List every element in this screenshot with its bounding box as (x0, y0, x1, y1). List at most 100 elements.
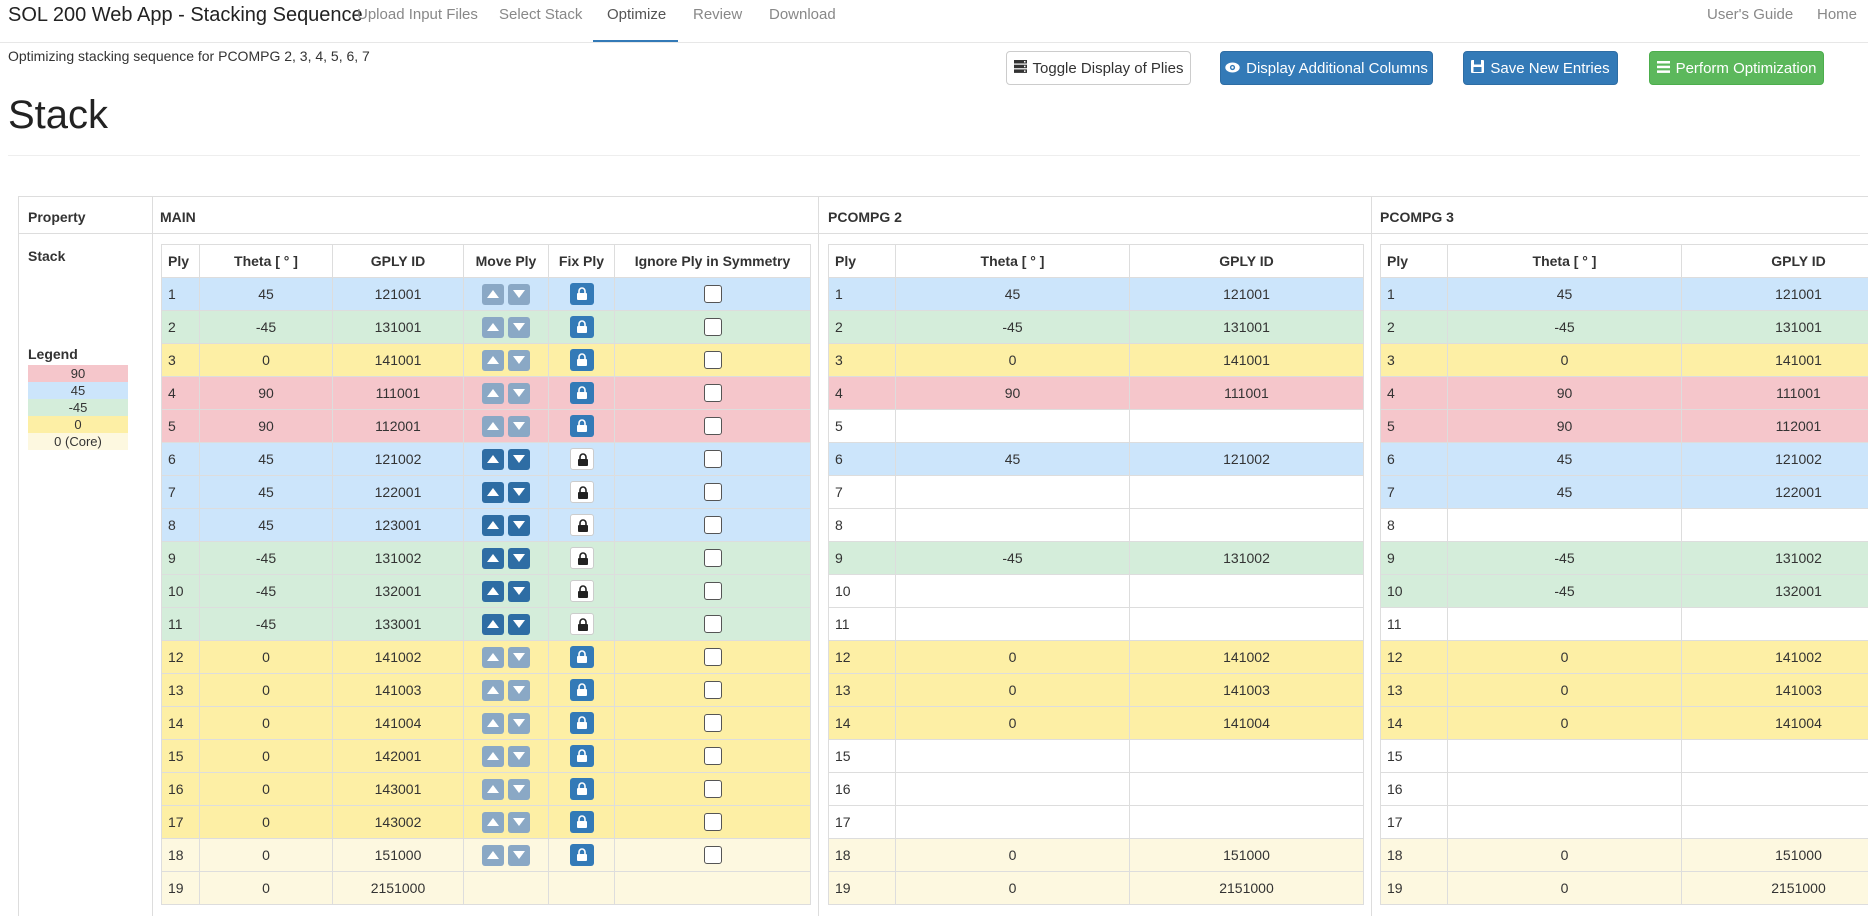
move-down-icon[interactable] (508, 547, 530, 569)
ignore-symmetry-checkbox[interactable] (703, 516, 722, 535)
ignore-symmetry-checkbox[interactable] (703, 450, 722, 469)
gply-id: 121002 (1129, 442, 1364, 476)
lock-icon[interactable] (569, 349, 594, 371)
col-gply-id: GPLY ID (1681, 244, 1868, 278)
display-additional-columns-button[interactable]: Display Additional Columns (1220, 51, 1433, 85)
ignore-symmetry-checkbox[interactable] (703, 813, 722, 832)
move-down-icon[interactable] (508, 448, 530, 470)
move-down-icon[interactable] (508, 811, 530, 833)
move-down-icon[interactable] (508, 415, 530, 437)
ignore-symmetry-checkbox[interactable] (703, 351, 722, 370)
move-down-icon[interactable] (508, 580, 530, 602)
lock-icon[interactable] (569, 448, 594, 470)
move-down-icon[interactable] (508, 679, 530, 701)
move-up-icon[interactable] (482, 679, 504, 701)
move-up-icon[interactable] (482, 448, 504, 470)
ignore-symmetry-checkbox[interactable] (703, 483, 722, 502)
nav-select-stack[interactable]: Select Stack (499, 6, 583, 23)
ignore-symmetry-cell (614, 640, 811, 674)
lock-icon[interactable] (569, 580, 594, 602)
move-down-icon[interactable] (508, 613, 530, 635)
move-up-icon[interactable] (482, 811, 504, 833)
move-up-icon[interactable] (482, 382, 504, 404)
ignore-symmetry-checkbox[interactable] (703, 285, 722, 304)
lock-icon[interactable] (569, 712, 594, 734)
ignore-symmetry-checkbox[interactable] (703, 714, 722, 733)
ply-number: 6 (1380, 442, 1448, 476)
ignore-symmetry-checkbox[interactable] (703, 318, 722, 337)
move-down-icon[interactable] (508, 844, 530, 866)
ignore-symmetry-checkbox[interactable] (703, 384, 722, 403)
ignore-symmetry-checkbox[interactable] (703, 681, 722, 700)
move-down-icon[interactable] (508, 481, 530, 503)
move-up-icon[interactable] (482, 349, 504, 371)
app-brand[interactable]: SOL 200 Web App - Stacking Sequence (8, 4, 363, 26)
fix-ply-cell (548, 541, 615, 575)
move-up-icon[interactable] (482, 580, 504, 602)
move-down-icon[interactable] (508, 283, 530, 305)
nav-review[interactable]: Review (693, 6, 743, 23)
toggle-plies-button[interactable]: Toggle Display of Plies (1006, 51, 1191, 85)
ignore-symmetry-checkbox[interactable] (703, 582, 722, 601)
ply-number: 10 (1380, 574, 1448, 608)
lock-icon[interactable] (569, 547, 594, 569)
lock-icon[interactable] (569, 382, 594, 404)
move-down-icon[interactable] (508, 778, 530, 800)
save-new-entries-button[interactable]: Save New Entries (1463, 51, 1618, 85)
move-up-icon[interactable] (482, 745, 504, 767)
col-fix-ply: Fix Ply (548, 244, 615, 278)
ignore-symmetry-checkbox[interactable] (703, 747, 722, 766)
lock-icon[interactable] (569, 613, 594, 635)
move-ply-cell (463, 805, 549, 839)
ignore-symmetry-checkbox[interactable] (703, 780, 722, 799)
move-up-icon[interactable] (482, 646, 504, 668)
lock-icon[interactable] (569, 316, 594, 338)
move-up-icon[interactable] (482, 613, 504, 635)
lock-icon[interactable] (569, 679, 594, 701)
move-down-icon[interactable] (508, 745, 530, 767)
ignore-symmetry-checkbox[interactable] (703, 549, 722, 568)
ignore-symmetry-checkbox[interactable] (703, 846, 722, 865)
ply-number: 15 (161, 739, 200, 773)
move-down-icon[interactable] (508, 316, 530, 338)
gply-id: 121001 (332, 277, 464, 311)
nav-upload-input-files[interactable]: Upload Input Files (357, 6, 478, 23)
lock-icon[interactable] (569, 778, 594, 800)
move-up-icon[interactable] (482, 844, 504, 866)
lock-icon[interactable] (569, 745, 594, 767)
lock-icon[interactable] (569, 646, 594, 668)
ply-number: 5 (1380, 409, 1448, 443)
nav-optimize[interactable]: Optimize (593, 6, 678, 42)
theta-value: 0 (895, 640, 1130, 674)
lock-icon[interactable] (569, 481, 594, 503)
move-up-icon[interactable] (482, 712, 504, 734)
move-up-icon[interactable] (482, 415, 504, 437)
move-up-icon[interactable] (482, 547, 504, 569)
lock-icon[interactable] (569, 514, 594, 536)
fix-ply-cell (548, 310, 615, 344)
move-up-icon[interactable] (482, 481, 504, 503)
ignore-symmetry-checkbox[interactable] (703, 417, 722, 436)
move-down-icon[interactable] (508, 646, 530, 668)
move-up-icon[interactable] (482, 778, 504, 800)
lock-icon[interactable] (569, 844, 594, 866)
nav-users-guide[interactable]: User's Guide (1707, 6, 1794, 23)
move-down-icon[interactable] (508, 349, 530, 371)
ignore-symmetry-checkbox[interactable] (703, 648, 722, 667)
gply-id (1129, 805, 1364, 839)
move-up-icon[interactable] (482, 283, 504, 305)
gply-id (1681, 805, 1868, 839)
move-up-icon[interactable] (482, 514, 504, 536)
perform-optimization-button[interactable]: Perform Optimization (1649, 51, 1824, 85)
move-down-icon[interactable] (508, 712, 530, 734)
lock-icon[interactable] (569, 283, 594, 305)
move-down-icon[interactable] (508, 382, 530, 404)
move-up-icon[interactable] (482, 316, 504, 338)
ply-number: 9 (161, 541, 200, 575)
move-down-icon[interactable] (508, 514, 530, 536)
nav-download[interactable]: Download (769, 6, 836, 23)
lock-icon[interactable] (569, 415, 594, 437)
ignore-symmetry-checkbox[interactable] (703, 615, 722, 634)
nav-home[interactable]: Home (1817, 6, 1858, 23)
lock-icon[interactable] (569, 811, 594, 833)
